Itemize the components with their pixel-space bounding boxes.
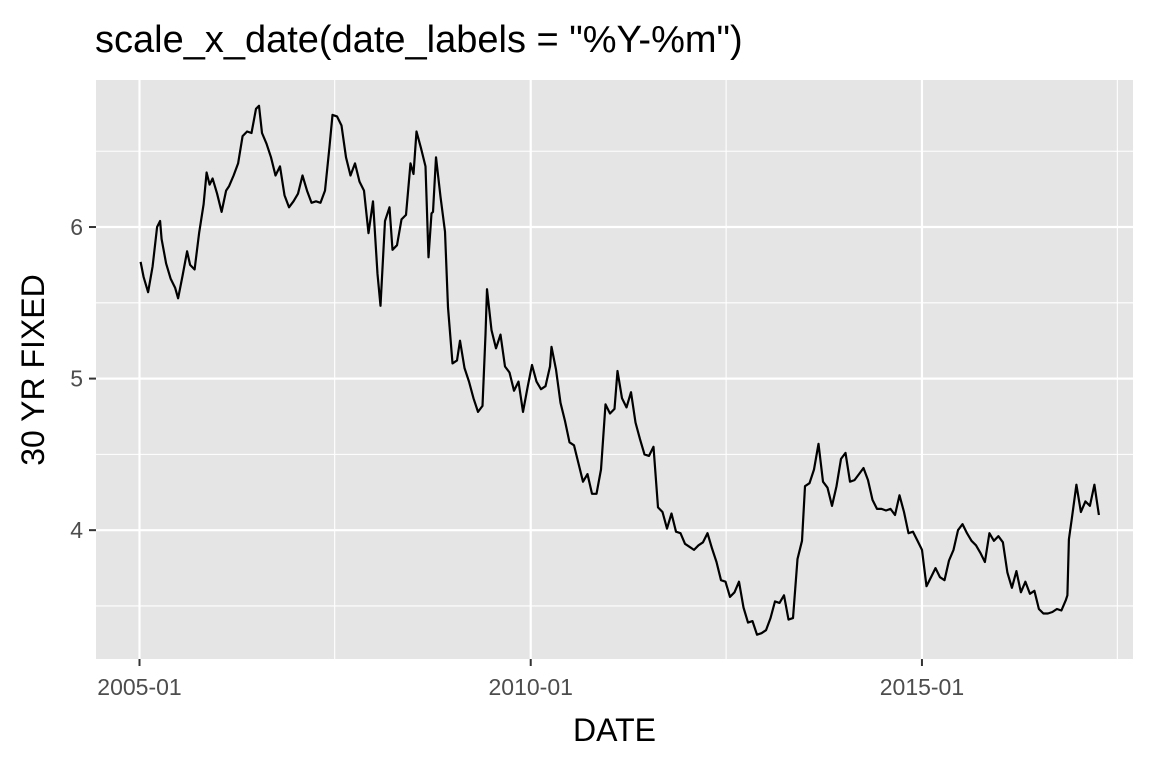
series-line (139, 104, 1100, 636)
y-tick-label: 6 (70, 214, 83, 240)
axis-ticks (89, 226, 923, 666)
chart-title: scale_x_date(date_labels = "%Y-%m") (95, 19, 743, 61)
y-tick-label: 4 (70, 517, 83, 543)
tick-labels: 2005-01 2010-01 2015-01 4 5 6 (70, 214, 964, 700)
x-tick-label: 2015-01 (880, 674, 964, 700)
x-axis-title: DATE (573, 712, 656, 748)
y-axis-title: 30 YR FIXED (15, 274, 51, 465)
plot-panel (96, 80, 1133, 659)
y-tick-label: 5 (70, 366, 83, 392)
x-tick-label: 2010-01 (489, 674, 573, 700)
x-tick-label: 2005-01 (97, 674, 181, 700)
series-layer (139, 104, 1100, 636)
